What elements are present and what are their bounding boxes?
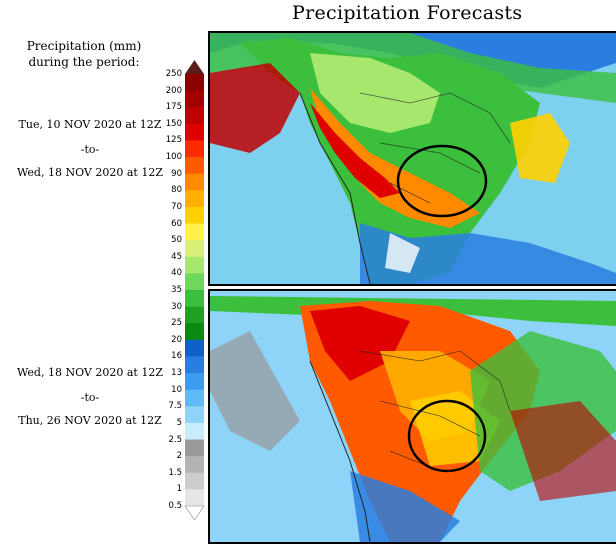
period-1-separator: -to- — [80, 143, 100, 156]
legend-label: 200 — [165, 85, 182, 96]
moderate-rain-band — [310, 88, 480, 228]
legend-swatch — [185, 422, 204, 441]
atlantic-heavy-rain — [510, 401, 616, 501]
pacific-heavy-rain — [210, 63, 300, 153]
legend-label: 35 — [171, 285, 182, 295]
legend-label: 0.5 — [168, 501, 182, 511]
legend-swatch — [185, 406, 204, 424]
period-1-start: Tue, 10 NOV 2020 at 12Z — [18, 118, 162, 131]
legend-label: 90 — [171, 168, 182, 179]
legend-label: 30 — [171, 301, 182, 312]
legend-label: 175 — [165, 102, 182, 113]
legend-swatch — [185, 74, 204, 92]
southern-rain-band — [360, 223, 616, 284]
period-1-end: Wed, 18 NOV 2020 at 12Z — [17, 166, 163, 179]
pacific-dry-region — [210, 331, 300, 451]
legend-label: 100 — [165, 152, 182, 163]
color-legend: 250 200 175 150 125 100 90 80 70 60 50 45 40 35 30 25 20… — [154, 60, 214, 520]
andes-border-line — [299, 92, 371, 284]
dry-patch — [385, 233, 420, 273]
legend-swatch — [185, 173, 204, 191]
legend-label: 2.5 — [168, 434, 182, 445]
period-2-separator: -to- — [80, 391, 100, 404]
legend-swatch — [185, 256, 204, 274]
legend-swatch — [185, 190, 204, 208]
amazon-light-rain — [310, 53, 440, 133]
legend-label: 150 — [165, 118, 182, 129]
map-panel-period-1 — [208, 31, 616, 286]
legend-label: 70 — [171, 201, 182, 212]
precip-map-1 — [210, 33, 616, 284]
legend-bottom-arrow — [184, 505, 205, 520]
legend-label: 7.5 — [168, 401, 182, 412]
period-2-start: Wed, 18 NOV 2020 at 12Z — [17, 366, 163, 379]
legend-label: 250 — [165, 69, 182, 79]
legend-swatch — [185, 489, 204, 507]
legend-swatch — [185, 206, 204, 225]
country-borders — [359, 92, 511, 204]
legend-label: 10 — [171, 384, 182, 395]
legend-label: 25 — [171, 318, 182, 329]
legend-label: 20 — [171, 334, 182, 345]
legend-label: 40 — [171, 268, 182, 279]
legend-swatch — [185, 240, 204, 258]
legend-swatch — [185, 339, 204, 357]
legend-swatch — [185, 90, 204, 108]
legend-swatch — [185, 306, 204, 324]
legend-swatch — [185, 323, 204, 341]
legend-swatch — [185, 373, 204, 391]
legend-swatch — [185, 157, 204, 175]
legend-swatch — [185, 223, 204, 241]
andes-border-line — [309, 360, 371, 542]
period-heading-line-2: during the period: — [28, 55, 140, 69]
legend-bar — [184, 60, 205, 520]
legend-top-arrow — [185, 60, 204, 74]
legend-label: 5 — [176, 417, 182, 428]
legend-label: 1 — [176, 484, 182, 495]
legend-label: 45 — [171, 251, 182, 262]
legend-swatch — [185, 140, 204, 158]
page-title: Precipitation Forecasts — [292, 2, 523, 24]
legend-label: 125 — [165, 135, 182, 146]
legend-label: 50 — [171, 235, 182, 246]
period-heading: Precipitation (mm) during the period: — [4, 38, 164, 70]
legend-label: 60 — [171, 218, 182, 229]
legend-swatch — [185, 356, 204, 374]
map-panel-period-2 — [208, 289, 616, 544]
legend-label: 2 — [176, 451, 182, 462]
legend-label: 16 — [171, 351, 182, 362]
legend-swatch — [185, 472, 204, 490]
northeast-rain-patch — [510, 113, 570, 183]
highlight-circle — [396, 144, 488, 218]
legend-swatch — [185, 107, 204, 125]
legend-swatch — [185, 389, 204, 407]
highlight-circle — [407, 399, 487, 473]
legend-label: 80 — [171, 185, 182, 196]
legend-swatch — [185, 456, 204, 474]
period-2-end: Thu, 26 NOV 2020 at 12Z — [18, 414, 162, 427]
period-heading-line-1: Precipitation (mm) — [26, 39, 142, 53]
legend-swatch — [185, 273, 204, 291]
legend-swatch — [185, 439, 204, 457]
precip-map-2 — [210, 291, 616, 542]
legend-swatch — [185, 290, 204, 308]
legend-swatch — [185, 123, 204, 141]
legend-label: 13 — [171, 368, 182, 379]
legend-label: 1.5 — [168, 467, 182, 478]
southern-rain-band — [350, 471, 460, 542]
heavy-rain-band — [310, 103, 400, 198]
